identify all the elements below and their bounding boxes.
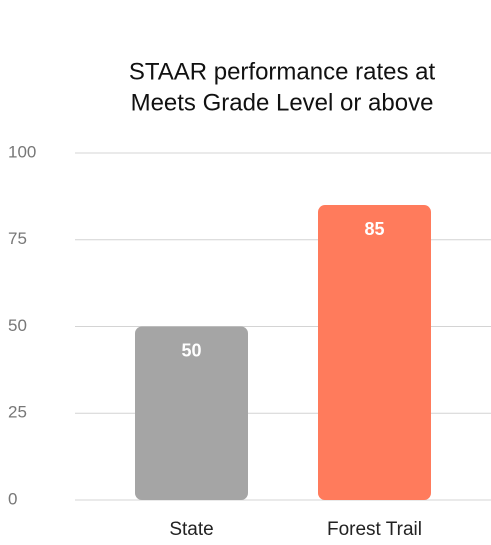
- y-tick-label: 25: [8, 403, 27, 422]
- y-tick-label: 100: [8, 142, 36, 161]
- chart-title: STAAR performance rates at: [129, 58, 436, 85]
- x-tick-label: Forest Trail: [327, 519, 422, 540]
- value-label: 85: [364, 219, 384, 239]
- y-tick-label: 50: [8, 316, 27, 335]
- x-tick-label: State: [169, 519, 213, 540]
- bar: [135, 326, 248, 500]
- bar: [318, 205, 431, 501]
- chart-title: Meets Grade Level or above: [131, 89, 434, 116]
- y-tick-label: 0: [8, 489, 17, 508]
- value-label: 50: [181, 340, 201, 360]
- y-tick-label: 75: [8, 229, 27, 248]
